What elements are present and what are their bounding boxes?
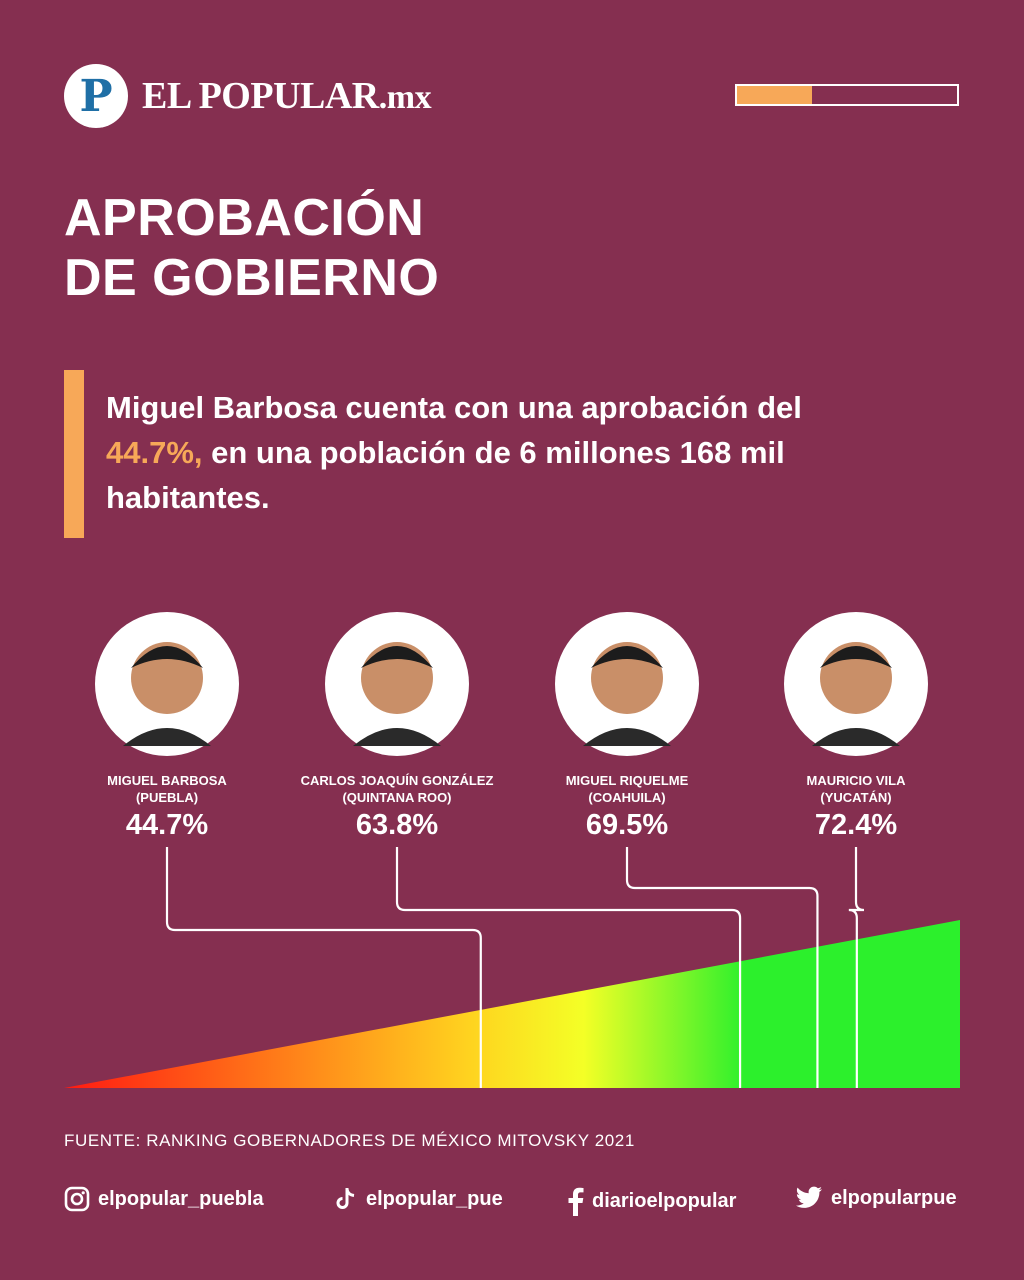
approval-connector-line <box>165 847 482 1088</box>
approval-connector-line <box>625 847 819 1088</box>
approval-gradient-wedge <box>64 920 960 1088</box>
social-tiktok[interactable]: elpopular_pue <box>334 1186 503 1212</box>
governor-hair <box>131 646 203 668</box>
summary-highlight: 44.7%, <box>106 435 203 470</box>
governor-state: (PUEBLA) <box>136 790 198 805</box>
brand-name-text: EL POPULAR <box>142 75 379 117</box>
governor-name: MAURICIO VILA <box>807 773 907 788</box>
progress-bar <box>735 84 959 106</box>
facebook-icon <box>568 1187 584 1216</box>
governor-approval-value: 69.5% <box>586 809 668 841</box>
source-note: FUENTE: RANKING GOBERNADORES DE MÉXICO M… <box>64 1131 635 1150</box>
governor-name: MIGUEL BARBOSA <box>107 773 227 788</box>
governor-hair <box>591 646 663 668</box>
social-twitter[interactable]: elpopularpue <box>795 1186 957 1210</box>
governor-hair <box>361 646 433 668</box>
governor-body <box>812 728 900 746</box>
governor-approval-value: 72.4% <box>815 809 897 841</box>
brand-name: EL POPULAR.mx <box>142 74 432 118</box>
governor-state: (YUCATÁN) <box>820 790 891 805</box>
governor-body <box>353 728 441 746</box>
brand-tld: .mx <box>378 79 432 116</box>
summary-text: Miguel Barbosa cuenta con una aprobación… <box>106 385 966 520</box>
twitter-icon <box>795 1186 822 1208</box>
approval-connector-line <box>395 847 742 1088</box>
governor-name: MIGUEL RIQUELME <box>566 773 689 788</box>
summary-line-2-rest: en una población de 6 millones 168 mil <box>202 435 785 470</box>
governor-body <box>123 728 211 746</box>
summary-accent-bar <box>64 370 84 538</box>
governor-body <box>583 728 671 746</box>
governor-name: CARLOS JOAQUÍN GONZÁLEZ <box>301 773 494 788</box>
social-handle: elpopular_pue <box>366 1187 503 1210</box>
approval-connector-line <box>848 847 865 1088</box>
summary-line-3: habitantes. <box>106 480 270 515</box>
social-handle: diarioelpopular <box>592 1189 737 1212</box>
governor-hair <box>820 646 892 668</box>
governor-state: (COAHUILA) <box>588 790 665 805</box>
social-handle: elpopularpue <box>831 1186 957 1209</box>
approval-chart: MIGUEL BARBOSA (PUEBLA) 44.7% CARLOS JOAQUÍ… <box>64 612 960 1088</box>
progress-fill <box>737 86 812 104</box>
social-handle: elpopular_puebla <box>98 1187 264 1210</box>
social-instagram[interactable]: elpopular_puebla <box>64 1186 264 1212</box>
tiktok-icon <box>336 1188 355 1209</box>
page-title: APROBACIÓN DE GOBIERNO <box>64 188 439 308</box>
logo-letter: P <box>79 71 113 122</box>
summary-line-2: 44.7%, en una población de 6 millones 16… <box>106 430 966 475</box>
governor-approval-value: 44.7% <box>126 809 208 841</box>
governor-state: (QUINTANA ROO) <box>342 790 451 805</box>
logo: P <box>64 64 128 128</box>
summary-line-1: Miguel Barbosa cuenta con una aprobación… <box>106 390 802 425</box>
title-line-1: APROBACIÓN <box>64 189 425 247</box>
title-line-2: DE GOBIERNO <box>64 249 440 307</box>
governor-approval-value: 63.8% <box>356 809 438 841</box>
social-facebook[interactable]: diarioelpopular <box>566 1186 736 1216</box>
instagram-icon <box>64 1186 90 1212</box>
